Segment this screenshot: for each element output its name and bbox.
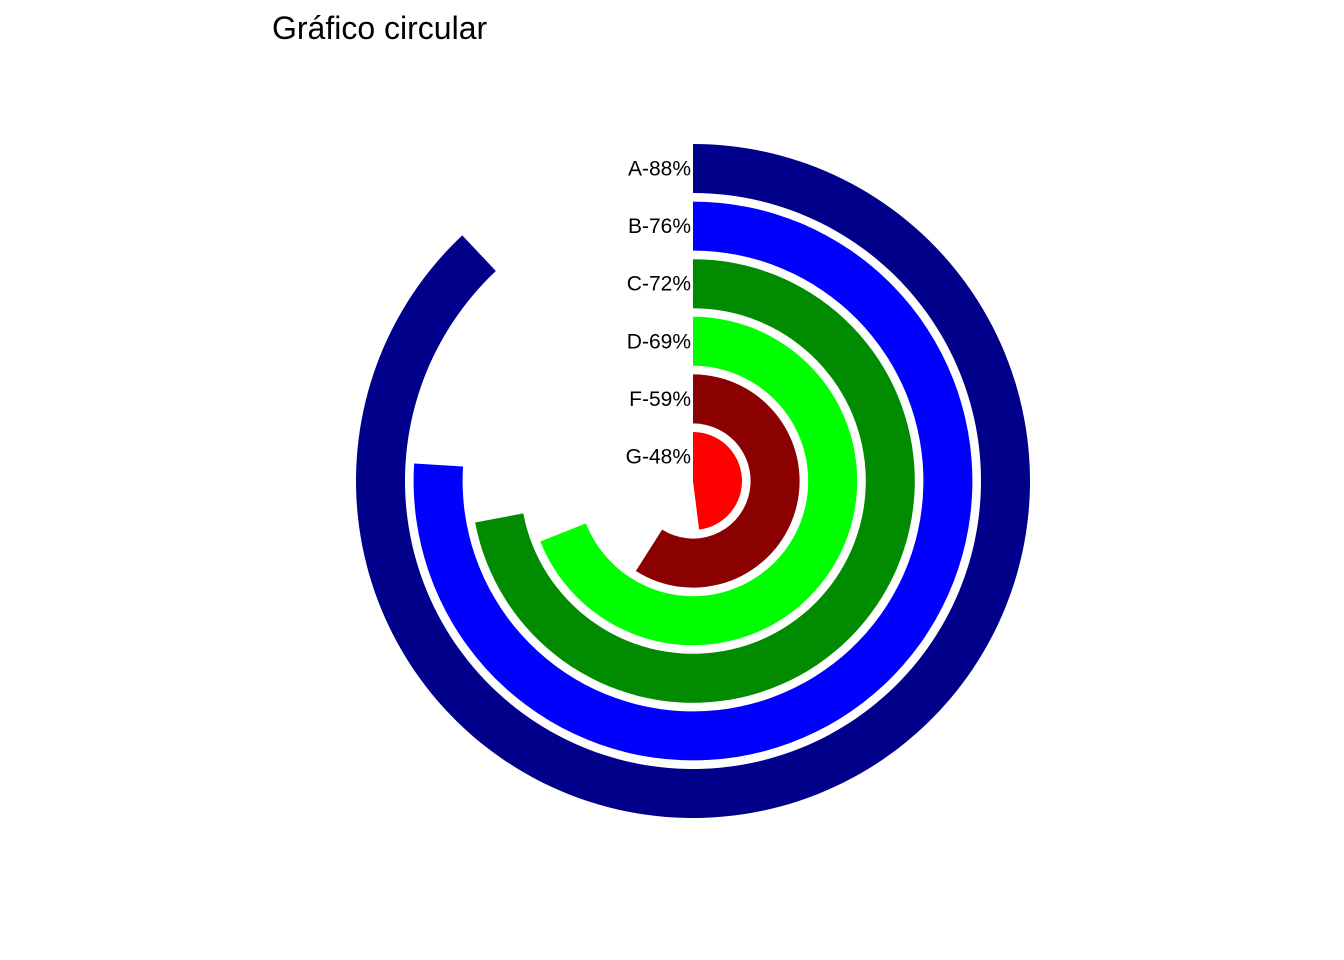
ring-label-d-69: D-69% xyxy=(627,330,691,353)
chart-title: Gráfico circular xyxy=(272,10,488,46)
ring-bar-f-59 xyxy=(635,374,800,588)
ring-label-b-76: B-76% xyxy=(628,215,691,238)
ring-label-a-88: A-88% xyxy=(628,158,691,181)
ring-bar-g-48 xyxy=(693,432,743,530)
ring-label-c-72: C-72% xyxy=(627,273,691,296)
ring-label-f-59: F-59% xyxy=(629,388,691,411)
chart-arcs xyxy=(355,144,1030,818)
ring-bar-d-69 xyxy=(540,316,858,646)
ring-label-g-48: G-48% xyxy=(626,446,691,469)
chart-labels: A-88% B-76% C-72% D-69% F-59% G-48% xyxy=(626,158,691,469)
